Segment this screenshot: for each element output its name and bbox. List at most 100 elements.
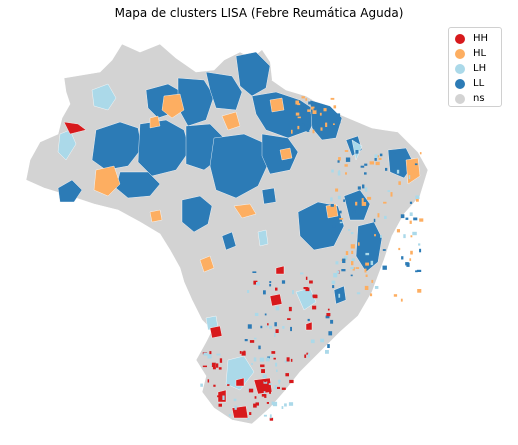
municipality-speck [247,290,250,293]
municipality-speck [373,218,376,223]
municipality-speck [387,190,391,192]
municipality-speck [350,232,354,235]
municipality-speck [218,367,222,370]
municipality-speck [274,385,277,390]
municipality-speck [316,115,318,119]
municipality-speck [263,290,266,295]
cluster-ll-region [91,121,143,171]
municipality-speck [213,384,216,387]
municipality-speck [303,287,308,290]
municipality-speck [336,120,341,124]
municipality-speck [274,332,276,337]
municipality-speck [288,306,292,312]
municipality-speck [364,163,368,166]
municipality-speck [243,350,246,355]
municipality-speck [247,418,250,420]
municipality-speck [203,352,208,356]
municipality-speck [374,234,376,237]
municipality-speck [269,325,273,329]
municipality-speck [388,151,391,154]
municipality-speck [328,331,333,336]
legend-label-ns: ns [473,93,485,104]
municipality-speck [303,111,307,114]
municipality-speck [371,279,374,283]
cluster-ll-region [309,99,343,141]
municipality-speck [355,201,358,206]
municipality-speck [377,213,380,218]
municipality-speck [338,170,340,174]
municipality-speck [311,106,315,110]
municipality-speck [291,129,293,134]
municipality-speck [409,258,412,261]
municipality-speck [219,358,223,363]
municipality-speck [209,351,212,355]
municipality-speck [269,414,272,419]
municipality-speck [382,265,387,270]
cluster-lh-region [91,83,117,111]
municipality-speck [217,395,220,398]
municipality-speck [412,231,417,236]
municipality-speck [405,262,409,266]
municipality-speck [261,394,266,397]
municipality-speck [290,358,293,362]
municipality-speck [269,417,274,421]
municipality-speck [243,407,246,409]
municipality-speck [264,380,267,383]
municipality-speck [325,315,330,319]
legend-dot-ll [455,78,465,89]
municipality-speck [295,112,300,116]
municipality-speck [331,230,336,235]
municipality-speck [239,351,242,354]
municipality-speck [264,313,267,316]
cluster-hl-region [93,165,121,197]
municipality-speck [263,391,266,394]
municipality-speck [314,123,318,126]
municipality-speck [269,281,272,284]
municipality-speck [333,123,335,125]
municipality-speck [413,217,418,221]
municipality-speck [370,260,374,266]
legend-item-ns: ns [455,91,501,106]
municipality-speck [400,214,405,219]
municipality-speck [325,122,328,127]
municipality-speck [307,318,310,322]
municipality-speck [339,218,344,220]
cluster-hh-region [231,405,249,419]
municipality-speck [384,215,387,219]
cluster-ll-region [181,195,213,233]
municipality-speck [327,308,330,311]
municipality-speck [282,326,285,329]
municipality-speck [338,157,341,161]
legend-dot-hh [455,33,465,44]
municipality-speck [341,269,346,272]
municipality-speck [228,414,231,417]
municipality-speck [344,150,349,152]
map-title: Mapa de clusters LISA (Febre Reumática A… [114,6,404,20]
municipality-speck [414,163,418,166]
municipality-speck [369,161,374,165]
cluster-hh-region [275,265,285,275]
municipality-speck [365,274,368,277]
municipality-speck [256,282,260,286]
municipality-speck [333,105,337,109]
municipality-speck [222,395,225,400]
municipality-speck [281,280,286,284]
municipality-speck [361,198,364,203]
municipality-speck [390,192,393,197]
municipality-speck [253,280,258,285]
municipality-speck [275,287,278,291]
cluster-hl-region [149,209,163,223]
municipality-speck [253,403,257,408]
municipality-speck [393,152,396,154]
municipality-speck [374,286,379,289]
municipality-speck [303,105,306,110]
municipality-speck [345,172,347,175]
municipality-speck [227,384,230,386]
municipality-speck [385,167,388,171]
municipality-speck [364,285,369,290]
municipality-speck [308,101,313,105]
municipality-speck [350,267,354,270]
legend-item-lh: LH [455,61,501,76]
municipality-speck [396,229,400,233]
municipality-speck [320,127,323,131]
